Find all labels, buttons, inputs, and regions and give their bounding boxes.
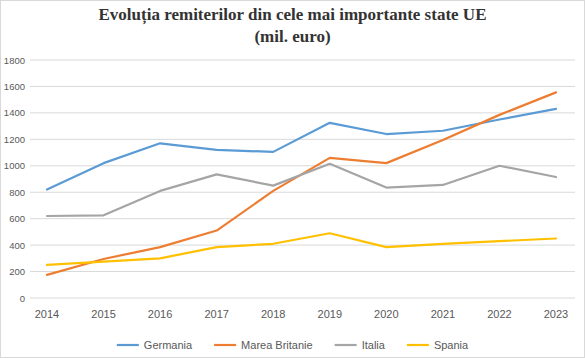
subtitle: (mil. euro) bbox=[254, 27, 330, 46]
x-tick-label: 2019 bbox=[318, 308, 342, 320]
y-tick-label: 1200 bbox=[4, 134, 25, 145]
legend: Germania Marea Britanie Italia Spania bbox=[117, 339, 469, 351]
y-tick-label: 600 bbox=[9, 213, 25, 224]
series-line bbox=[47, 164, 556, 216]
grid-line bbox=[30, 86, 575, 87]
grid-line bbox=[30, 271, 575, 272]
legend-swatch bbox=[335, 344, 357, 346]
y-tick-label: 1600 bbox=[4, 81, 25, 92]
series-line bbox=[47, 92, 556, 274]
legend-swatch bbox=[407, 344, 429, 346]
x-tick-label: 2020 bbox=[374, 308, 398, 320]
x-tick-label: 2018 bbox=[261, 308, 285, 320]
y-tick-label: 1400 bbox=[4, 107, 25, 118]
legend-label: Italia bbox=[362, 339, 386, 351]
y-tick-label: 400 bbox=[9, 240, 25, 251]
x-tick-label: 2015 bbox=[91, 308, 115, 320]
grid-line bbox=[30, 60, 575, 61]
frame bbox=[1, 1, 585, 358]
x-tick-label: 2016 bbox=[148, 308, 172, 320]
series-line bbox=[47, 233, 556, 265]
grid-line bbox=[30, 112, 575, 113]
legend-label: Marea Britanie bbox=[241, 339, 313, 351]
legend-swatch bbox=[117, 344, 139, 346]
grid-line bbox=[30, 139, 575, 140]
grid-line bbox=[30, 298, 575, 299]
legend-label: Germania bbox=[144, 339, 193, 351]
series-group bbox=[47, 92, 556, 274]
x-tick-label: 2014 bbox=[35, 308, 59, 320]
y-tick-label: 1000 bbox=[4, 160, 25, 171]
legend-label: Spania bbox=[434, 339, 469, 351]
chart: Evoluția remiterilor din cele mai import… bbox=[0, 0, 585, 358]
y-tick-label: 1800 bbox=[4, 55, 25, 66]
grid-line bbox=[30, 165, 575, 166]
x-tick-label: 2021 bbox=[431, 308, 455, 320]
x-tick-label: 2017 bbox=[204, 308, 228, 320]
x-tick-label: 2022 bbox=[487, 308, 511, 320]
grid-line bbox=[30, 245, 575, 246]
y-tick-label: 0 bbox=[20, 293, 25, 304]
title: Evoluția remiterilor din cele mai import… bbox=[99, 5, 487, 25]
grid-line bbox=[30, 218, 575, 219]
legend-swatch bbox=[214, 344, 236, 346]
y-tick-label: 200 bbox=[9, 266, 25, 277]
y-tick-label: 800 bbox=[9, 187, 25, 198]
series-line bbox=[47, 109, 556, 190]
x-tick-label: 2023 bbox=[544, 308, 568, 320]
grid-line bbox=[30, 192, 575, 193]
